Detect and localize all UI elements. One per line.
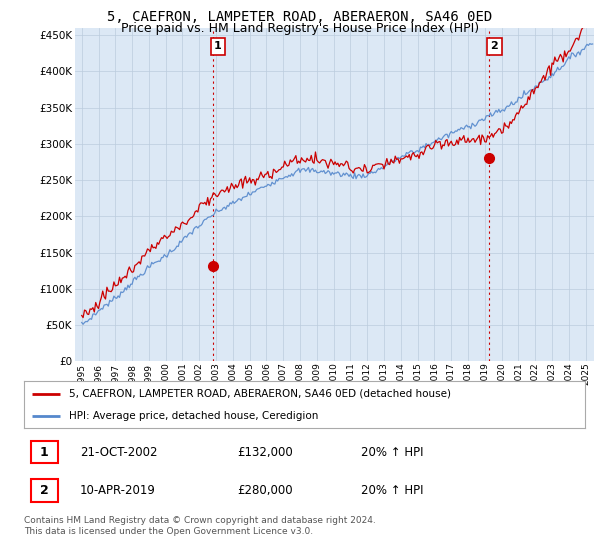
Text: 5, CAEFRON, LAMPETER ROAD, ABERAERON, SA46 0ED (detached house): 5, CAEFRON, LAMPETER ROAD, ABERAERON, SA… <box>69 389 451 399</box>
Text: 20% ↑ HPI: 20% ↑ HPI <box>361 446 423 459</box>
FancyBboxPatch shape <box>31 479 58 502</box>
Text: 1: 1 <box>214 41 221 52</box>
Text: 2: 2 <box>40 484 49 497</box>
Text: 2: 2 <box>491 41 498 52</box>
Text: £132,000: £132,000 <box>237 446 293 459</box>
Text: 21-OCT-2002: 21-OCT-2002 <box>80 446 158 459</box>
Text: 1: 1 <box>40 446 49 459</box>
Text: 20% ↑ HPI: 20% ↑ HPI <box>361 484 423 497</box>
Text: 10-APR-2019: 10-APR-2019 <box>80 484 156 497</box>
FancyBboxPatch shape <box>31 441 58 464</box>
Text: Contains HM Land Registry data © Crown copyright and database right 2024.
This d: Contains HM Land Registry data © Crown c… <box>24 516 376 536</box>
Text: Price paid vs. HM Land Registry's House Price Index (HPI): Price paid vs. HM Land Registry's House … <box>121 22 479 35</box>
Text: 5, CAEFRON, LAMPETER ROAD, ABERAERON, SA46 0ED: 5, CAEFRON, LAMPETER ROAD, ABERAERON, SA… <box>107 10 493 24</box>
Text: £280,000: £280,000 <box>237 484 293 497</box>
Text: HPI: Average price, detached house, Ceredigion: HPI: Average price, detached house, Cere… <box>69 410 318 421</box>
